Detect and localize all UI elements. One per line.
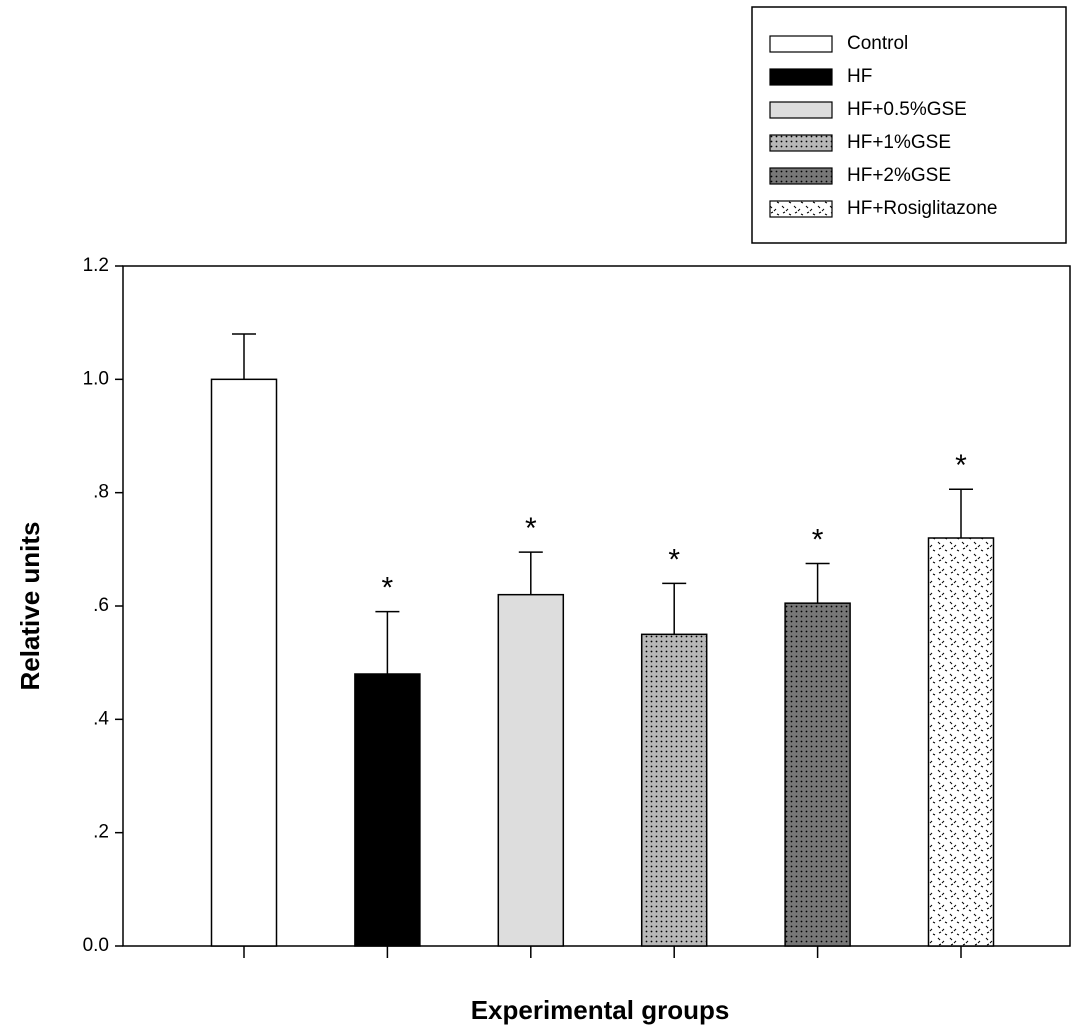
y-tick-label: .4 [93, 708, 109, 729]
legend-swatch-pattern [770, 135, 832, 151]
significance-mark: * [525, 512, 537, 545]
y-tick-label: .6 [93, 595, 109, 616]
bar [212, 379, 277, 946]
bar-pattern [642, 634, 707, 946]
significance-mark: * [382, 572, 394, 605]
y-tick-label: 1.2 [83, 255, 109, 276]
y-tick-label: 0.0 [83, 935, 109, 956]
legend-label: HF+Rosiglitazone [847, 198, 998, 219]
legend-swatch [770, 102, 832, 118]
error-bar [232, 334, 256, 379]
significance-mark: * [955, 449, 967, 482]
legend-swatch [770, 69, 832, 85]
legend-label: HF+1%GSE [847, 132, 951, 153]
y-axis-title: Relative units [15, 521, 45, 690]
significance-mark: * [668, 543, 680, 576]
bar-pattern [929, 538, 994, 946]
legend-label: HF+0.5%GSE [847, 99, 967, 120]
error-bar [949, 489, 973, 538]
y-tick-label: .2 [93, 822, 109, 843]
significance-mark: * [812, 523, 824, 556]
chart: Experimental groups Relative units 0.0 .2… [0, 0, 1071, 1034]
y-tick-label: 1.0 [83, 368, 109, 389]
bar [355, 674, 420, 946]
bar-pattern [785, 603, 850, 946]
legend-swatch [770, 36, 832, 52]
legend-label: HF+2%GSE [847, 165, 951, 186]
legend-swatch-pattern [770, 168, 832, 184]
x-axis-title: Experimental groups [471, 995, 730, 1025]
error-bar [375, 612, 399, 674]
legend-label: HF [847, 66, 872, 87]
error-bar [519, 552, 543, 595]
error-bar [806, 564, 830, 604]
error-bar [662, 583, 686, 634]
legend-swatch-pattern [770, 201, 832, 217]
y-tick-label: .8 [93, 482, 109, 503]
page: Experimental groups Relative units 0.0 .2… [0, 0, 1071, 1034]
legend-label: Control [847, 33, 908, 54]
bar [498, 595, 563, 946]
